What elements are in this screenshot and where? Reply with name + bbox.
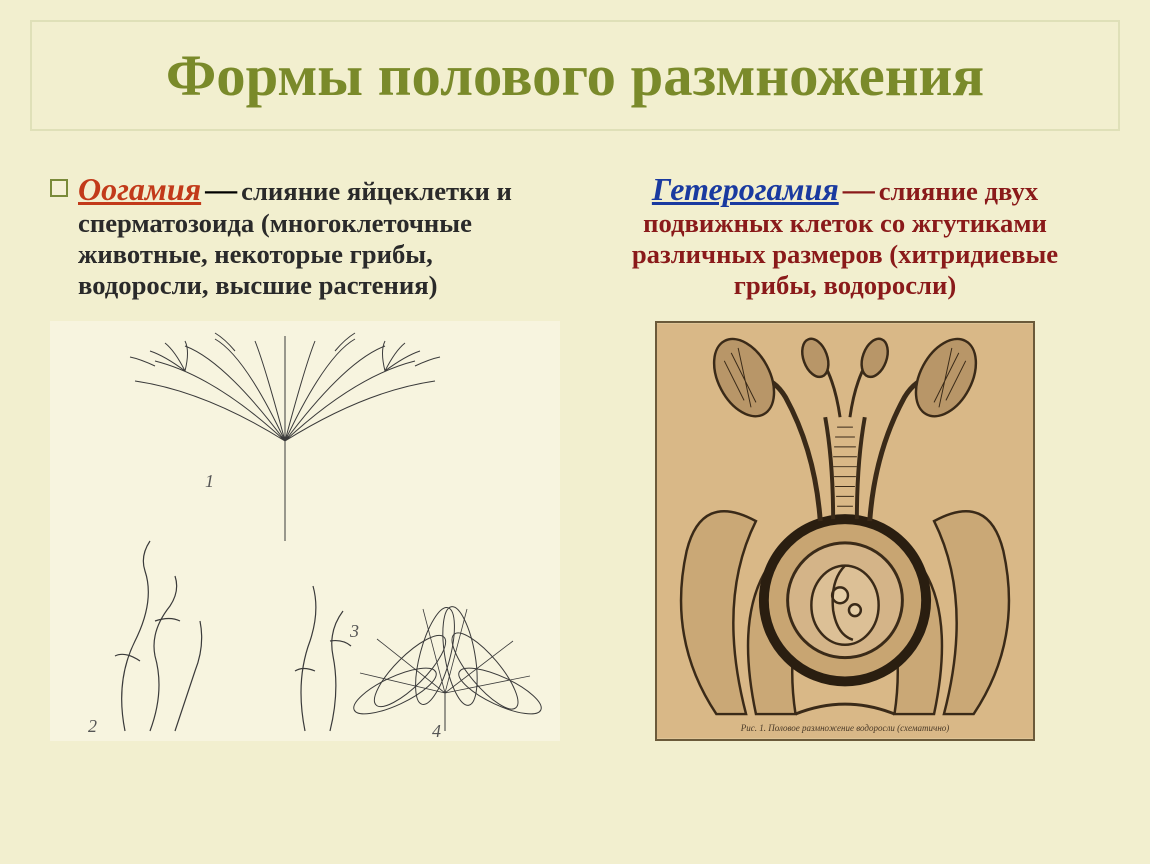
oogamy-dash: — xyxy=(205,171,237,207)
heterogamy-illustration: Рис. 1. Половое размножение водоросли (с… xyxy=(655,321,1035,741)
oogamy-term: Оогамия xyxy=(78,171,201,207)
illus-label-3: 3 xyxy=(350,621,359,642)
slide-title: Формы полового размножения xyxy=(42,42,1108,109)
title-container: Формы полового размножения xyxy=(30,20,1120,131)
heterogamy-term: Гетерогамия xyxy=(652,171,839,207)
oogamy-definition: Оогамия — слияние яйцеклетки и сперматоз… xyxy=(50,171,560,301)
oogamy-illustration: 1 2 3 4 xyxy=(50,321,560,741)
illus-label-2: 2 xyxy=(88,716,97,737)
illus-label-1: 1 xyxy=(205,471,214,492)
algae-drawing xyxy=(50,321,560,741)
content-columns: Оогамия — слияние яйцеклетки и сперматоз… xyxy=(30,171,1120,741)
oogamy-text-block: Оогамия — слияние яйцеклетки и сперматоз… xyxy=(78,171,560,301)
heterogamy-dash: — xyxy=(843,171,875,207)
illus-label-4: 4 xyxy=(432,721,441,742)
slide: Формы полового размножения Оогамия — сли… xyxy=(0,0,1150,864)
left-column: Оогамия — слияние яйцеклетки и сперматоз… xyxy=(50,171,560,741)
flower-section-drawing xyxy=(657,323,1033,739)
bullet-icon xyxy=(50,179,68,197)
heterogamy-text-block: Гетерогамия — слияние двух подвижных кле… xyxy=(590,171,1100,301)
heterogamy-definition: Гетерогамия — слияние двух подвижных кле… xyxy=(590,171,1100,301)
heterogamy-caption: Рис. 1. Половое размножение водоросли (с… xyxy=(657,723,1033,733)
right-column: Гетерогамия — слияние двух подвижных кле… xyxy=(590,171,1100,741)
